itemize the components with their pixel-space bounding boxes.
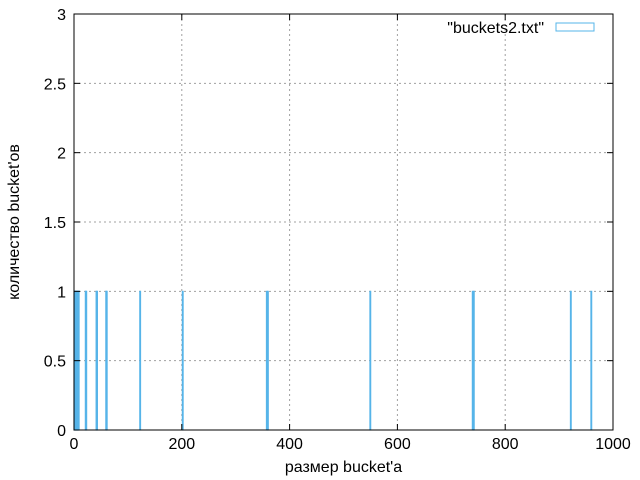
grid-lines: [74, 14, 613, 430]
bar: [266, 290, 269, 431]
y-axis-title: количество bucket'ов: [6, 144, 23, 300]
bar: [85, 290, 88, 431]
y-tick-label: 3: [57, 7, 66, 24]
bar: [105, 290, 108, 431]
bar: [96, 290, 98, 431]
bar: [569, 290, 572, 431]
x-tick-label: 800: [492, 436, 519, 453]
bar: [590, 290, 593, 431]
axis-ticks: 0 200 400 600 800 1000 0 0.5 1 1.5 2 2.5 3: [44, 7, 631, 453]
y-tick-label: 0: [57, 423, 66, 440]
y-tick-label: 1: [57, 284, 66, 301]
y-tick-label: 0.5: [44, 354, 66, 371]
x-tick-label: 1000: [595, 436, 631, 453]
legend: "buckets2.txt": [447, 20, 595, 37]
bar: [139, 290, 142, 431]
x-tick-label: 200: [168, 436, 195, 453]
x-tick-label: 0: [70, 436, 79, 453]
x-tick-label: 600: [384, 436, 411, 453]
y-tick-label: 2: [57, 146, 66, 163]
legend-label: "buckets2.txt": [447, 20, 544, 37]
y-tick-label: 1.5: [44, 215, 66, 232]
y-tick-label: 2.5: [44, 76, 66, 93]
bar: [369, 290, 372, 431]
x-axis-title: размер bucket'а: [285, 459, 402, 476]
bar: [472, 290, 475, 431]
legend-swatch: [555, 22, 595, 32]
bar: [181, 290, 184, 431]
x-tick-label: 400: [276, 436, 303, 453]
